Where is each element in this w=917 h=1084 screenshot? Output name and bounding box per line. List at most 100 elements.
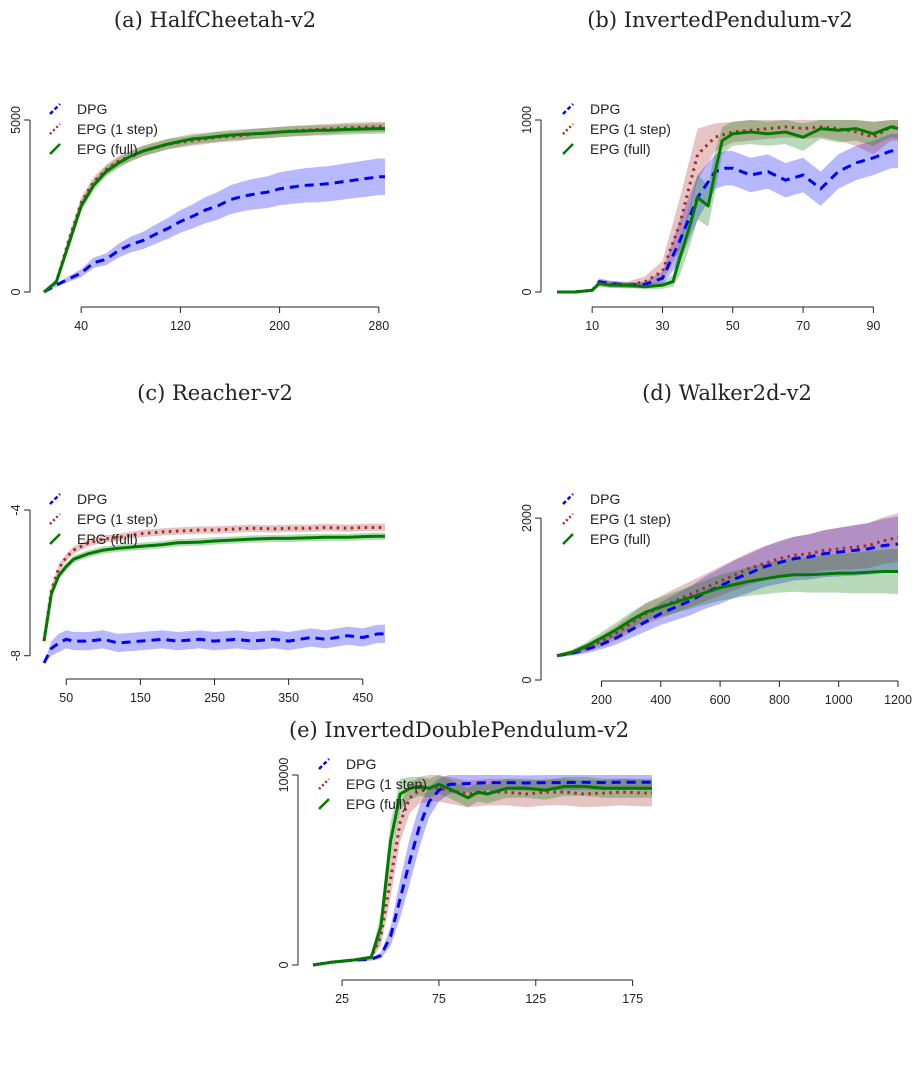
series-line-2 — [312, 786, 652, 967]
legend-label: EPG (1 step) — [77, 511, 158, 527]
x-tick-label: 30 — [656, 319, 670, 333]
legend-swatch — [318, 758, 330, 770]
series-line-1 — [43, 175, 385, 294]
legend: DPG EPG (1 step) EPG (full) — [49, 491, 158, 547]
legend-label: DPG — [77, 101, 107, 117]
chart-panel-1: (a) HalfCheetah-v2 40 120 200 280 0 5000 DPG EPG… — [9, 8, 389, 333]
legend: DPG EPG (1 step) EPG (full) — [49, 101, 158, 157]
series-line-3 — [42, 534, 385, 642]
chart-title: (d) Walker2d-v2 — [642, 381, 812, 405]
y-tick-label: -4 — [9, 504, 23, 515]
x-tick-label: 350 — [278, 691, 299, 705]
chart-title: (c) Reacher-v2 — [137, 381, 293, 405]
x-tick-label: 90 — [866, 319, 880, 333]
x-tick-label: 10 — [585, 319, 599, 333]
x-tick-label: 200 — [269, 319, 290, 333]
x-tick-label: 40 — [74, 319, 88, 333]
legend-label: DPG — [590, 491, 620, 507]
series-line-3 — [43, 127, 385, 294]
y-tick-label: 2000 — [520, 504, 534, 532]
x-tick-label: 250 — [204, 691, 225, 705]
y-tick-label: 1000 — [520, 106, 534, 134]
legend: DPG EPG (1 step) EPG (full) — [562, 101, 671, 157]
series-band-1 — [44, 624, 385, 663]
legend-swatch — [562, 513, 574, 525]
x-tick-label: 150 — [130, 691, 151, 705]
legend-swatch — [562, 533, 574, 545]
series-line-1 — [42, 632, 385, 664]
legend-label: EPG (full) — [77, 141, 138, 157]
x-tick-label: 25 — [335, 992, 349, 1006]
legend-label: DPG — [77, 491, 107, 507]
legend-label: DPG — [590, 101, 620, 117]
series-line-1 — [556, 542, 899, 658]
x-tick-label: 450 — [352, 691, 373, 705]
series-band-1 — [44, 158, 385, 292]
x-tick-label: 200 — [591, 693, 612, 707]
legend-swatch — [49, 103, 61, 115]
legend-label: EPG (1 step) — [77, 121, 158, 137]
x-tick-label: 800 — [769, 693, 790, 707]
x-tick-label: 120 — [170, 319, 191, 333]
x-tick-label: 280 — [368, 319, 389, 333]
legend-swatch — [49, 123, 61, 135]
series-band-3 — [44, 532, 385, 642]
x-tick-label: 1200 — [884, 693, 912, 707]
x-tick-label: 125 — [525, 992, 546, 1006]
legend-swatch — [49, 533, 61, 545]
chart-title: (e) InvertedDoublePendulum-v2 — [289, 718, 629, 742]
y-tick-label: 0 — [277, 961, 291, 968]
chart-title: (b) InvertedPendulum-v2 — [587, 8, 853, 32]
legend: DPG EPG (1 step) EPG (full) — [318, 756, 427, 812]
y-tick-label: -8 — [9, 650, 23, 661]
legend: DPG EPG (1 step) EPG (full) — [562, 491, 671, 547]
chart-panel-2: (b) InvertedPendulum-v2 10 30 50 70 90 0 1000 DP… — [520, 8, 899, 333]
series-band-1 — [557, 133, 898, 292]
legend-label: EPG (1 step) — [590, 511, 671, 527]
legend-swatch — [562, 143, 574, 155]
y-tick-label: 10000 — [277, 758, 291, 793]
chart-panel-4: (d) Walker2d-v2 200 400 600 800 1000 1200 0 2000… — [520, 381, 912, 707]
x-tick-label: 75 — [432, 992, 446, 1006]
x-tick-label: 400 — [650, 693, 671, 707]
series-line-2 — [43, 125, 385, 294]
series-band-3 — [557, 120, 898, 292]
legend-label: EPG (1 step) — [346, 776, 427, 792]
legend-label: DPG — [346, 756, 376, 772]
legend-swatch — [318, 798, 330, 810]
legend-label: EPG (full) — [590, 531, 651, 547]
series-band-2 — [557, 120, 898, 292]
legend-label: EPG (full) — [346, 796, 407, 812]
chart-title: (a) HalfCheetah-v2 — [114, 8, 316, 32]
series-line-3 — [556, 570, 898, 658]
legend-swatch — [318, 778, 330, 790]
x-tick-label: 1000 — [825, 693, 853, 707]
series-band-1 — [313, 775, 652, 965]
legend-label: EPG (full) — [77, 531, 138, 547]
series-band-2 — [313, 775, 652, 965]
chart-panel-5: (e) InvertedDoublePendulum-v2 25 75 125 175 0… — [277, 718, 652, 1006]
x-tick-label: 70 — [796, 319, 810, 333]
series-line-1 — [557, 149, 898, 294]
legend-swatch — [49, 143, 61, 155]
x-tick-label: 175 — [622, 992, 643, 1006]
series-line-3 — [312, 783, 652, 967]
legend-label: EPG (full) — [590, 141, 651, 157]
x-tick-label: 600 — [710, 693, 731, 707]
y-tick-label: 5000 — [9, 106, 23, 134]
x-tick-label: 50 — [59, 691, 73, 705]
legend-swatch — [562, 123, 574, 135]
x-tick-label: 50 — [726, 319, 740, 333]
legend-swatch — [49, 513, 61, 525]
legend-label: EPG (1 step) — [590, 121, 671, 137]
series-line-3 — [557, 125, 899, 294]
y-tick-label: 0 — [520, 288, 534, 295]
legend-swatch — [562, 493, 574, 505]
y-tick-label: 0 — [9, 288, 23, 295]
series-band-3 — [313, 775, 652, 965]
legend-swatch — [562, 103, 574, 115]
y-tick-label: 0 — [520, 676, 534, 683]
chart-panel-3: (c) Reacher-v2 50 150 250 350 450 -8 -4 DPG EPG (… — [9, 381, 385, 705]
series-line-1 — [312, 780, 652, 967]
